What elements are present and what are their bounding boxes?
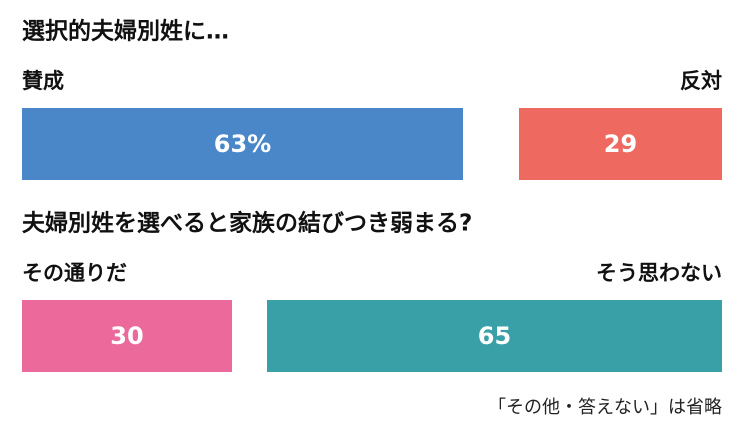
bar bbox=[519, 108, 722, 180]
value-label: 65 bbox=[478, 322, 511, 350]
bar bbox=[22, 108, 463, 180]
legend-label: 反対 bbox=[680, 69, 722, 93]
legend-label: そう思わない bbox=[596, 261, 722, 285]
annotation: 「その他・答えない」は省略 bbox=[488, 397, 722, 418]
value-label: 30 bbox=[110, 322, 143, 350]
chart-title: 夫婦別姓を選べると家族の結びつき弱まる? bbox=[22, 210, 472, 237]
bar bbox=[267, 300, 722, 372]
value-label: 63% bbox=[214, 130, 271, 158]
bar bbox=[22, 300, 232, 372]
value-label: 29 bbox=[604, 130, 637, 158]
legend-label: その通りだ bbox=[22, 261, 127, 285]
legend-label: 賛成 bbox=[22, 69, 64, 93]
chart-title: 選択的夫婦別姓に… bbox=[22, 18, 229, 45]
